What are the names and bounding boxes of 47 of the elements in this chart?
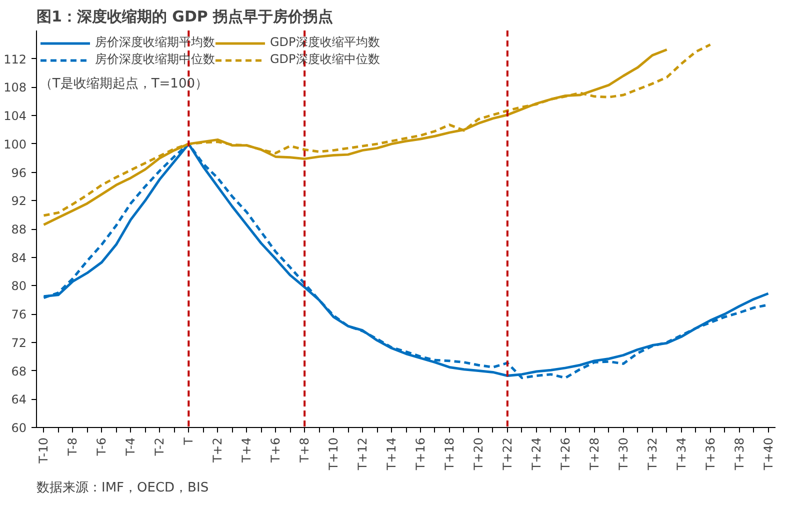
x-tick-label: T+10 — [326, 438, 341, 472]
x-tick-label: T+38 — [732, 438, 746, 472]
y-tick-label: 80 — [11, 279, 27, 294]
x-tick-label: T-6 — [94, 437, 109, 457]
chart-title: 图1：深度收缩期的 GDP 拐点早于房价拐点 — [36, 8, 334, 26]
legend-label: 房价深度收缩期平均数 — [95, 34, 215, 51]
x-tick-label: T-2 — [152, 437, 167, 457]
x-tick-label: T+12 — [356, 438, 370, 472]
annotation: （T是收缩期起点，T=100） — [39, 76, 208, 92]
y-tick-label: 76 — [11, 308, 27, 322]
x-tick-label: T+22 — [500, 438, 514, 472]
x-tick-label: T+40 — [761, 438, 776, 472]
x-tick-label: T+8 — [298, 437, 312, 464]
y-tick-label: 100 — [4, 137, 26, 152]
y-tick-label: 72 — [11, 336, 27, 350]
y-tick-label: 60 — [11, 421, 27, 435]
source-note: 数据来源：IMF，OECD，BIS — [36, 480, 209, 496]
x-tick-label: T+34 — [674, 438, 688, 472]
y-tick-label: 68 — [11, 364, 27, 378]
x-tick-label: T+36 — [703, 438, 718, 472]
x-tick-label: T+14 — [384, 438, 399, 472]
x-tick-label: T+24 — [529, 438, 544, 472]
x-tick-label: T+26 — [558, 438, 572, 472]
legend-label: GDP深度收缩中位数 — [270, 51, 380, 68]
x-tick-label: T+6 — [268, 437, 283, 464]
x-tick-label: T+2 — [210, 437, 225, 464]
y-tick-label: 96 — [11, 166, 27, 180]
x-tick-label: T-4 — [124, 437, 138, 457]
x-tick-label: T+30 — [616, 438, 630, 472]
y-tick-label: 104 — [4, 109, 26, 124]
x-tick-label: T — [182, 436, 196, 446]
y-tick-label: 108 — [4, 80, 26, 95]
x-tick-label: T-10 — [36, 438, 51, 464]
x-tick-label: T+32 — [645, 438, 660, 472]
legend-label: GDP深度收缩平均数 — [270, 34, 380, 51]
x-tick-label: T+28 — [587, 438, 602, 472]
y-tick-label: 92 — [11, 194, 27, 208]
y-tick-label: 64 — [11, 392, 27, 407]
y-tick-label: 84 — [11, 250, 27, 265]
x-tick-label: T+16 — [413, 438, 428, 472]
x-tick-label: T+20 — [471, 438, 486, 472]
x-tick-label: T+4 — [240, 437, 254, 464]
x-tick-label: T-8 — [66, 437, 80, 457]
x-tick-label: T+18 — [442, 438, 456, 472]
legend-label: 房价深度收缩期中位数 — [95, 51, 215, 68]
y-tick-label: 88 — [11, 222, 27, 236]
y-tick-label: 112 — [4, 52, 26, 66]
